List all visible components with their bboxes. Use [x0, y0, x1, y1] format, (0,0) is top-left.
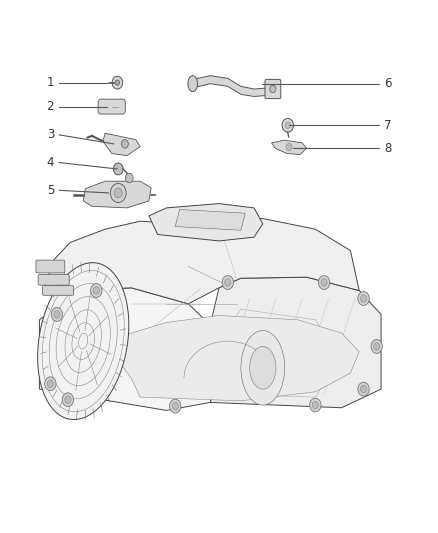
Text: 4: 4	[46, 156, 54, 169]
Text: 6: 6	[384, 77, 392, 90]
Text: 3: 3	[47, 128, 54, 141]
Polygon shape	[48, 219, 359, 304]
Polygon shape	[272, 140, 307, 155]
Circle shape	[65, 396, 71, 403]
Circle shape	[54, 311, 60, 318]
Circle shape	[121, 140, 128, 148]
Circle shape	[62, 393, 74, 407]
FancyBboxPatch shape	[36, 260, 65, 273]
Polygon shape	[149, 204, 263, 241]
Circle shape	[222, 276, 233, 289]
Polygon shape	[210, 277, 381, 408]
Text: 7: 7	[384, 119, 392, 132]
Polygon shape	[39, 288, 219, 410]
Circle shape	[282, 118, 293, 132]
Circle shape	[371, 340, 382, 353]
Circle shape	[312, 401, 318, 409]
Circle shape	[225, 279, 231, 286]
Circle shape	[115, 80, 120, 85]
Text: 8: 8	[384, 142, 391, 155]
Circle shape	[125, 173, 133, 183]
FancyBboxPatch shape	[42, 286, 74, 295]
Circle shape	[318, 276, 330, 289]
Circle shape	[51, 308, 63, 321]
Circle shape	[170, 399, 181, 413]
Circle shape	[47, 380, 53, 387]
Circle shape	[270, 85, 276, 93]
Text: 5: 5	[47, 184, 54, 197]
Polygon shape	[103, 133, 140, 156]
Polygon shape	[83, 181, 151, 208]
Circle shape	[286, 143, 292, 151]
Circle shape	[114, 188, 122, 198]
Circle shape	[358, 292, 369, 305]
Circle shape	[310, 398, 321, 412]
Circle shape	[110, 183, 126, 203]
Circle shape	[45, 377, 56, 391]
Circle shape	[360, 385, 367, 393]
Circle shape	[113, 163, 123, 175]
Circle shape	[321, 279, 327, 286]
Polygon shape	[114, 316, 359, 401]
Ellipse shape	[38, 263, 129, 419]
Circle shape	[91, 284, 102, 297]
Circle shape	[360, 295, 367, 302]
Ellipse shape	[250, 346, 276, 389]
Polygon shape	[193, 76, 267, 96]
Text: 1: 1	[46, 76, 54, 89]
Ellipse shape	[188, 76, 198, 92]
Circle shape	[93, 287, 99, 294]
FancyBboxPatch shape	[98, 99, 125, 114]
Circle shape	[172, 402, 178, 410]
Circle shape	[374, 343, 380, 350]
Ellipse shape	[241, 330, 285, 405]
FancyBboxPatch shape	[265, 79, 281, 99]
FancyBboxPatch shape	[38, 274, 69, 285]
Circle shape	[285, 122, 290, 128]
Text: 2: 2	[46, 100, 54, 113]
Circle shape	[358, 382, 369, 396]
Polygon shape	[175, 209, 245, 230]
Circle shape	[112, 76, 123, 89]
